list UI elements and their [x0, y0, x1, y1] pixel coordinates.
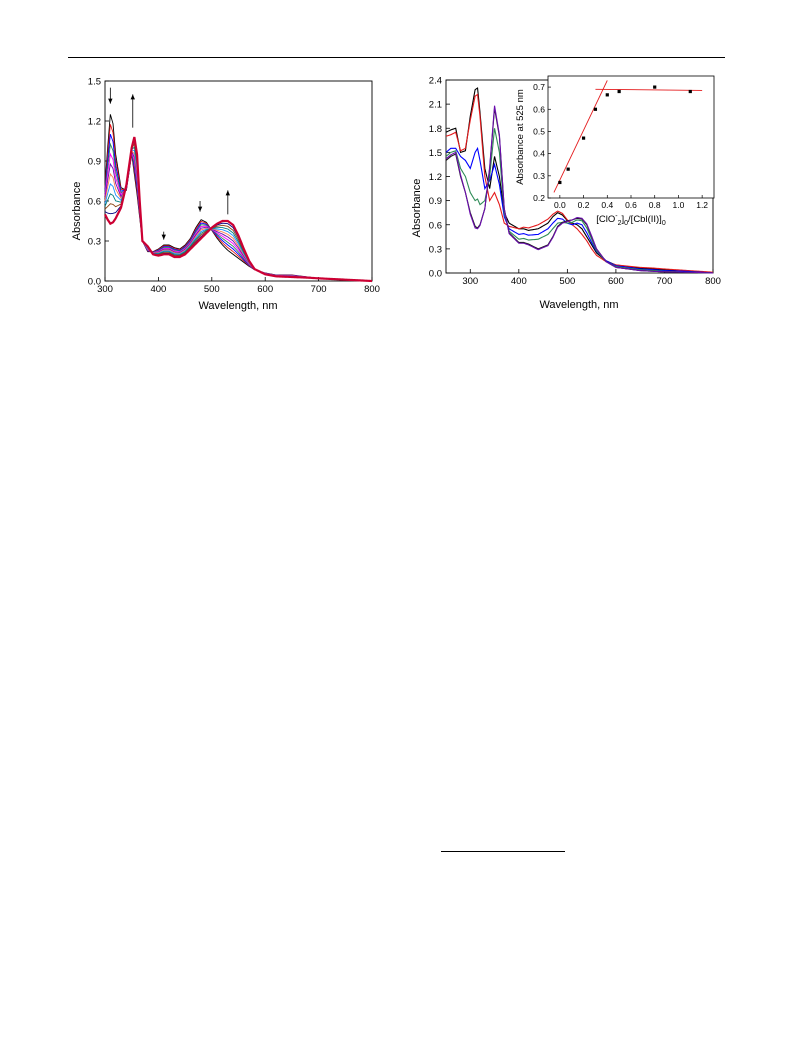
inset-titration-plot: 0.0 0.2 0.4 0.6 0.8 1.0 1.2 0.2 0.3 0.4 0.5 0.6 0.7 A…: [515, 75, 715, 227]
y-axis-label: Absorbance: [411, 179, 423, 238]
spectrum-line: [445, 93, 714, 273]
x-tick-label: 600: [257, 284, 273, 295]
y-tick-label: 1.5: [429, 148, 442, 159]
spectrum-line: [445, 146, 714, 274]
spectrum-line: [104, 149, 373, 282]
inset-y-tick-label: 0.6: [533, 104, 545, 114]
inset-x-tick-label: 1.0: [673, 200, 685, 210]
x-tick-label: 500: [559, 276, 575, 287]
y-axis-label: Absorbance: [71, 182, 83, 241]
spectrum-line: [104, 142, 373, 282]
y-tick-label: 1.2: [88, 117, 101, 128]
x-tick-label: 700: [311, 284, 327, 295]
inset-data-point: [593, 107, 598, 111]
inset-x-axis-label: [ClO-2]0/[Cbl(II)]0: [596, 213, 666, 227]
y-tick-label: 1.2: [429, 172, 442, 183]
inset-y-tick-label: 0.3: [533, 171, 545, 181]
inset-data-point: [558, 180, 562, 185]
y-tick-label: 1.5: [88, 77, 101, 88]
inset-data-point: [688, 89, 692, 94]
inset-x-tick-label: 0.6: [625, 200, 637, 210]
inset-x-tick-label: 0.8: [649, 200, 661, 210]
inset-y-tick-label: 0.2: [533, 193, 545, 203]
inset-y-tick-label: 0.7: [533, 82, 545, 92]
y-tick-label: 0.9: [88, 157, 101, 168]
inset-x-tick-label: 0.2: [578, 200, 590, 210]
plot-frame: [104, 80, 373, 282]
inset-data-point: [605, 93, 609, 97]
x-tick-label: 600: [608, 276, 624, 287]
page-header-rule: [68, 57, 725, 58]
y-tick-label: 0.3: [88, 237, 101, 248]
spectrum-line: [104, 140, 373, 282]
inset-x-tick-label: 1.2: [696, 200, 708, 210]
y-tick-label: 0.9: [429, 196, 442, 207]
spectrum-line: [104, 136, 373, 283]
uv-vis-spectra-chart-right: 300 400 500 600 700 800 0.0 0.3 0.6 0.9 1.2 1.5 1.8 2…: [411, 75, 721, 312]
spectrum-line: [104, 134, 373, 282]
x-tick-label: 800: [364, 284, 380, 295]
spectrum-line: [104, 142, 373, 282]
inset-data-point: [566, 167, 570, 171]
x-tick-label: 400: [150, 284, 166, 295]
y-tick-label: 0.0: [88, 277, 101, 288]
spectrum-line: [104, 124, 373, 282]
inset-x-tick-label: 0.4: [601, 200, 613, 210]
y-tick-label: 0.6: [88, 197, 101, 208]
y-tick-label: 0.6: [429, 220, 442, 231]
x-tick-label: 800: [705, 276, 721, 287]
inset-data-point: [653, 85, 657, 89]
arrow-head: [130, 94, 135, 100]
x-tick-label: 700: [657, 276, 673, 287]
x-tick-label: 500: [204, 284, 220, 295]
spectrum-line: [445, 105, 714, 274]
spectrum-line: [104, 149, 373, 282]
y-tick-label: 2.1: [429, 100, 442, 111]
inset-y-tick-label: 0.5: [533, 126, 545, 136]
inset-x-tick-label: 0.0: [554, 200, 566, 210]
x-tick-label: 400: [511, 276, 527, 287]
spectrum-line: [104, 151, 373, 282]
inset-fit-line: [553, 80, 608, 193]
y-tick-label: 2.4: [429, 76, 442, 87]
inset-data-point: [617, 89, 621, 94]
arrow-head: [225, 190, 231, 196]
inset-y-axis-label: Absorbance at 525 nm: [515, 89, 526, 185]
x-axis-label: Wavelength, nm: [539, 299, 618, 311]
inset-y-tick-label: 0.4: [533, 149, 545, 159]
x-tick-label: 300: [97, 284, 113, 295]
uv-vis-spectra-chart-left: 300 400 500 600 700 800 0.0 0.3 0.6 0.9 1.2 1.5 Wav…: [71, 77, 380, 313]
y-tick-label: 0.0: [429, 269, 442, 280]
inset-background: [548, 76, 714, 198]
spectrum-line: [104, 149, 373, 282]
inset-fit-line: [595, 88, 703, 91]
x-tick-label: 300: [462, 276, 478, 287]
footnote-rule: [441, 851, 565, 852]
arrow-head: [161, 234, 166, 240]
spectrum-line: [104, 146, 373, 282]
y-tick-label: 0.3: [429, 244, 442, 255]
spectrum-line: [445, 87, 714, 274]
x-axis-label: Wavelength, nm: [198, 300, 277, 312]
arrow-head: [108, 98, 113, 104]
arrow-head: [197, 206, 203, 212]
inset-data-point: [581, 136, 586, 140]
y-tick-label: 1.8: [429, 124, 442, 135]
